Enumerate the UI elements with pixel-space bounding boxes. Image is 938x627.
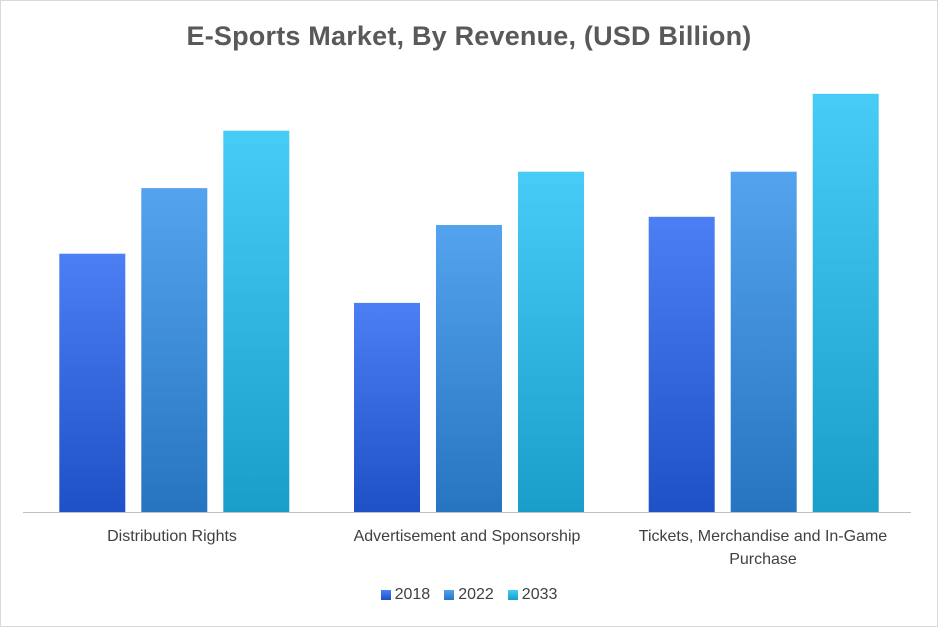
bar-2022-3[interactable]: [730, 171, 797, 512]
legend-swatch-2018: [380, 590, 391, 600]
category-label-tickets-merchandise: Tickets, Merchandise and In-Game Purchas…: [638, 528, 888, 568]
category-label-advertisement-sponsorship: Advertisement and Sponsorship: [353, 528, 581, 545]
legend-label-2022: 2022: [458, 586, 494, 603]
chart-title: E-Sports Market, By Revenue, (USD Billio…: [186, 21, 752, 51]
legend-swatch-2022: [444, 590, 455, 600]
bar-2018-3[interactable]: [648, 216, 715, 513]
bar-2022-2[interactable]: [436, 225, 502, 512]
bar-2033-1[interactable]: [223, 130, 290, 512]
legend: 2018 2022 2033: [1, 586, 937, 604]
bar-2018-2[interactable]: [354, 302, 420, 512]
bar-2018-1[interactable]: [59, 253, 126, 512]
legend-swatch-2033: [507, 590, 518, 600]
legend-item-2022[interactable]: 2022: [444, 586, 494, 604]
legend-item-2033[interactable]: 2033: [507, 586, 558, 604]
bar-2033-3[interactable]: [812, 93, 879, 513]
bar-2022-1[interactable]: [141, 188, 208, 512]
legend-item-2018[interactable]: 2018: [380, 586, 431, 604]
legend-label-2018: 2018: [394, 586, 431, 603]
category-label-distribution-rights: Distribution Rights: [107, 528, 237, 545]
bar-2033-2[interactable]: [518, 171, 584, 512]
legend-label-2033: 2033: [521, 586, 558, 603]
